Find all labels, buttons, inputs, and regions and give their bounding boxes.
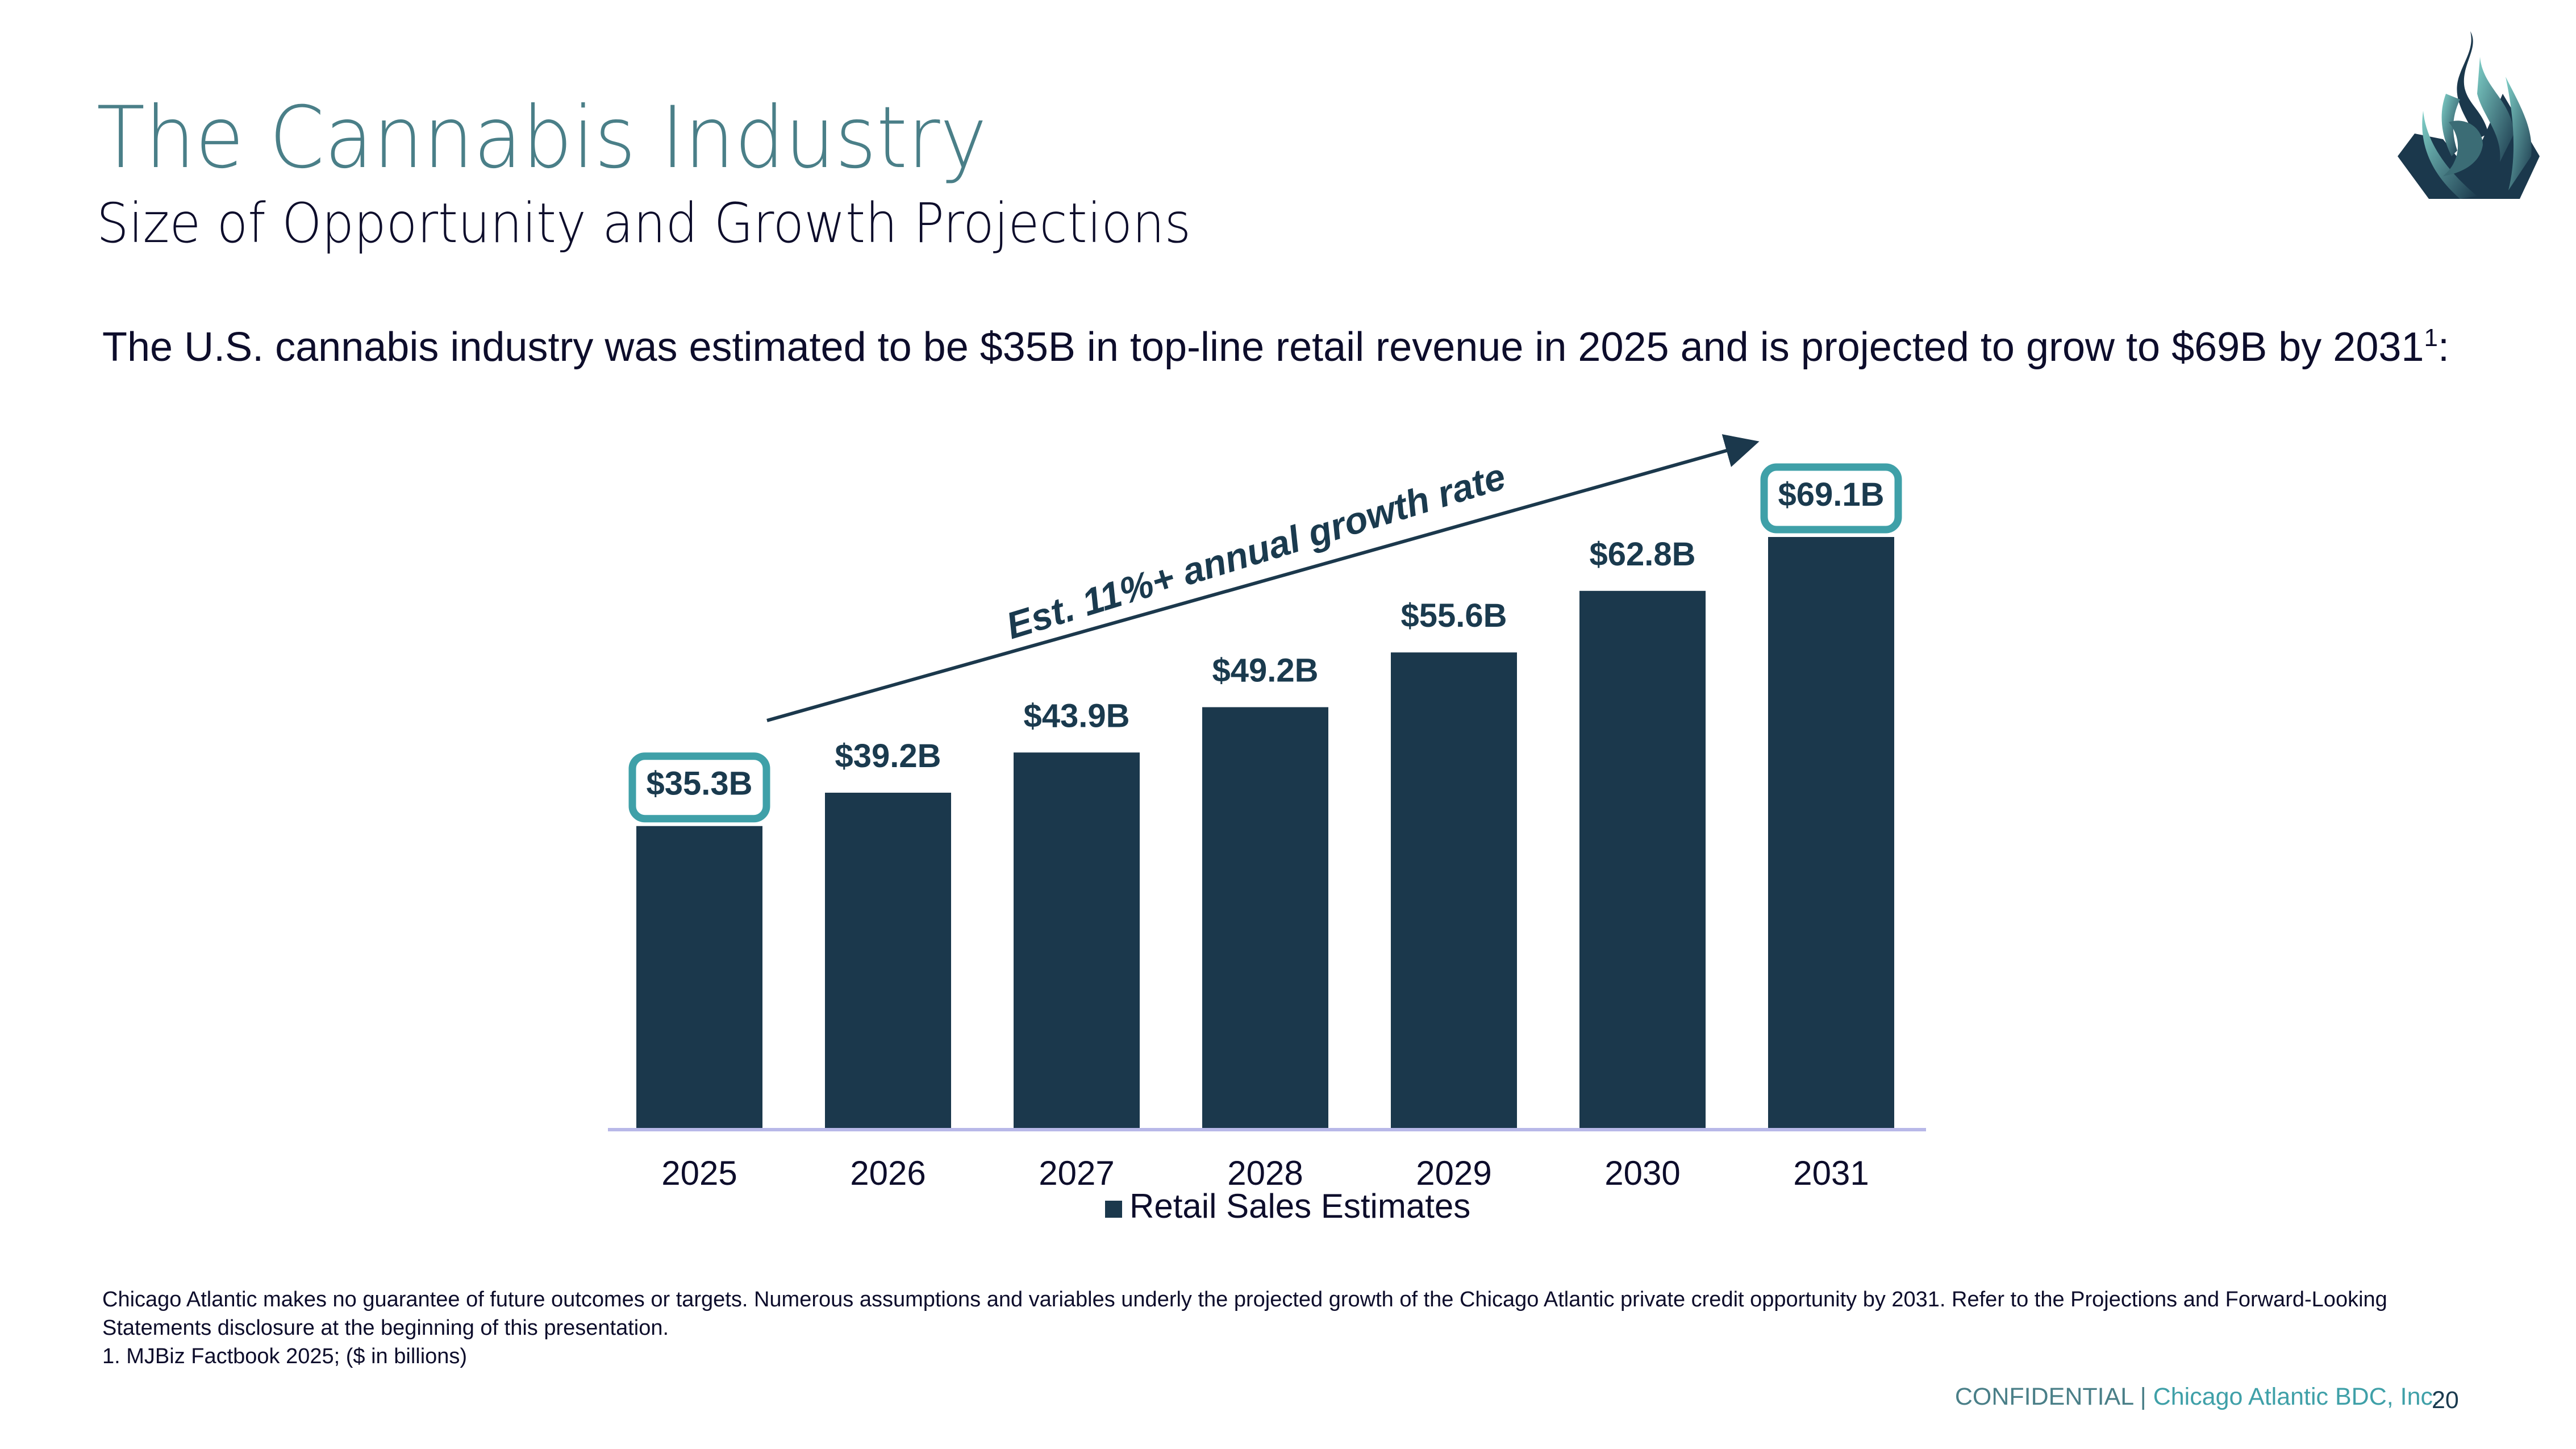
legend-swatch	[1105, 1201, 1122, 1218]
disclaimer-text: Chicago Atlantic makes no guarantee of f…	[102, 1288, 2387, 1340]
confidential-label: CONFIDENTIAL |	[1954, 1383, 2153, 1410]
growth-arrow	[766, 434, 1760, 722]
highlight-box-2025	[628, 752, 770, 823]
data-label-2029: $55.6B	[1400, 597, 1507, 634]
intro-suffix: :	[2437, 324, 2449, 370]
data-label-2028: $49.2B	[1212, 652, 1318, 689]
x-tick-2027: 2027	[1039, 1154, 1114, 1192]
source-footnote: 1. MJBiz Factbook 2025; ($ in billions)	[102, 1344, 468, 1368]
company-name: Chicago Atlantic BDC, Inc.	[2153, 1383, 2440, 1410]
x-tick-2030: 2030	[1604, 1154, 1680, 1192]
legend-label: Retail Sales Estimates	[1129, 1187, 1470, 1225]
x-tick-2028: 2028	[1227, 1154, 1303, 1192]
x-tick-2026: 2026	[850, 1154, 926, 1192]
bar-2029	[1391, 652, 1517, 1128]
page-number: 20	[2432, 1386, 2459, 1414]
flame-phoenix-logo-icon	[2398, 31, 2540, 199]
bar-2028	[1202, 707, 1328, 1128]
intro-paragraph: The U.S. cannabis industry was estimated…	[102, 321, 2489, 373]
footnote-reference: 1	[2424, 324, 2438, 352]
chart-legend: Retail Sales Estimates	[1105, 1187, 1470, 1225]
x-tick-2029: 2029	[1416, 1154, 1491, 1192]
footer: CONFIDENTIAL | Chicago Atlantic BDC, Inc…	[1955, 1385, 2440, 1409]
x-tick-2031: 2031	[1793, 1154, 1869, 1192]
bar-2026	[825, 793, 951, 1128]
data-label-2025: $35.3B	[646, 765, 752, 802]
data-label-2030: $62.8B	[1589, 536, 1695, 573]
page-subtitle: Size of Opportunity and Growth Projectio…	[97, 191, 1191, 255]
x-tick-2025: 2025	[661, 1154, 737, 1192]
bar-2031	[1768, 537, 1894, 1128]
intro-text: The U.S. cannabis industry was estimated…	[102, 324, 2424, 370]
data-label-2031: $69.1B	[1778, 476, 1884, 513]
data-label-2027: $43.9B	[1023, 697, 1129, 734]
bar-2025	[636, 826, 762, 1128]
data-label-2026: $39.2B	[835, 738, 941, 775]
disclaimer: Chicago Atlantic makes no guarantee of f…	[102, 1285, 2489, 1371]
bar-2030	[1579, 590, 1706, 1128]
bar-2027	[1014, 752, 1140, 1128]
page-title: The Cannabis Industry	[97, 89, 987, 188]
highlight-box-2031	[1760, 463, 1902, 534]
